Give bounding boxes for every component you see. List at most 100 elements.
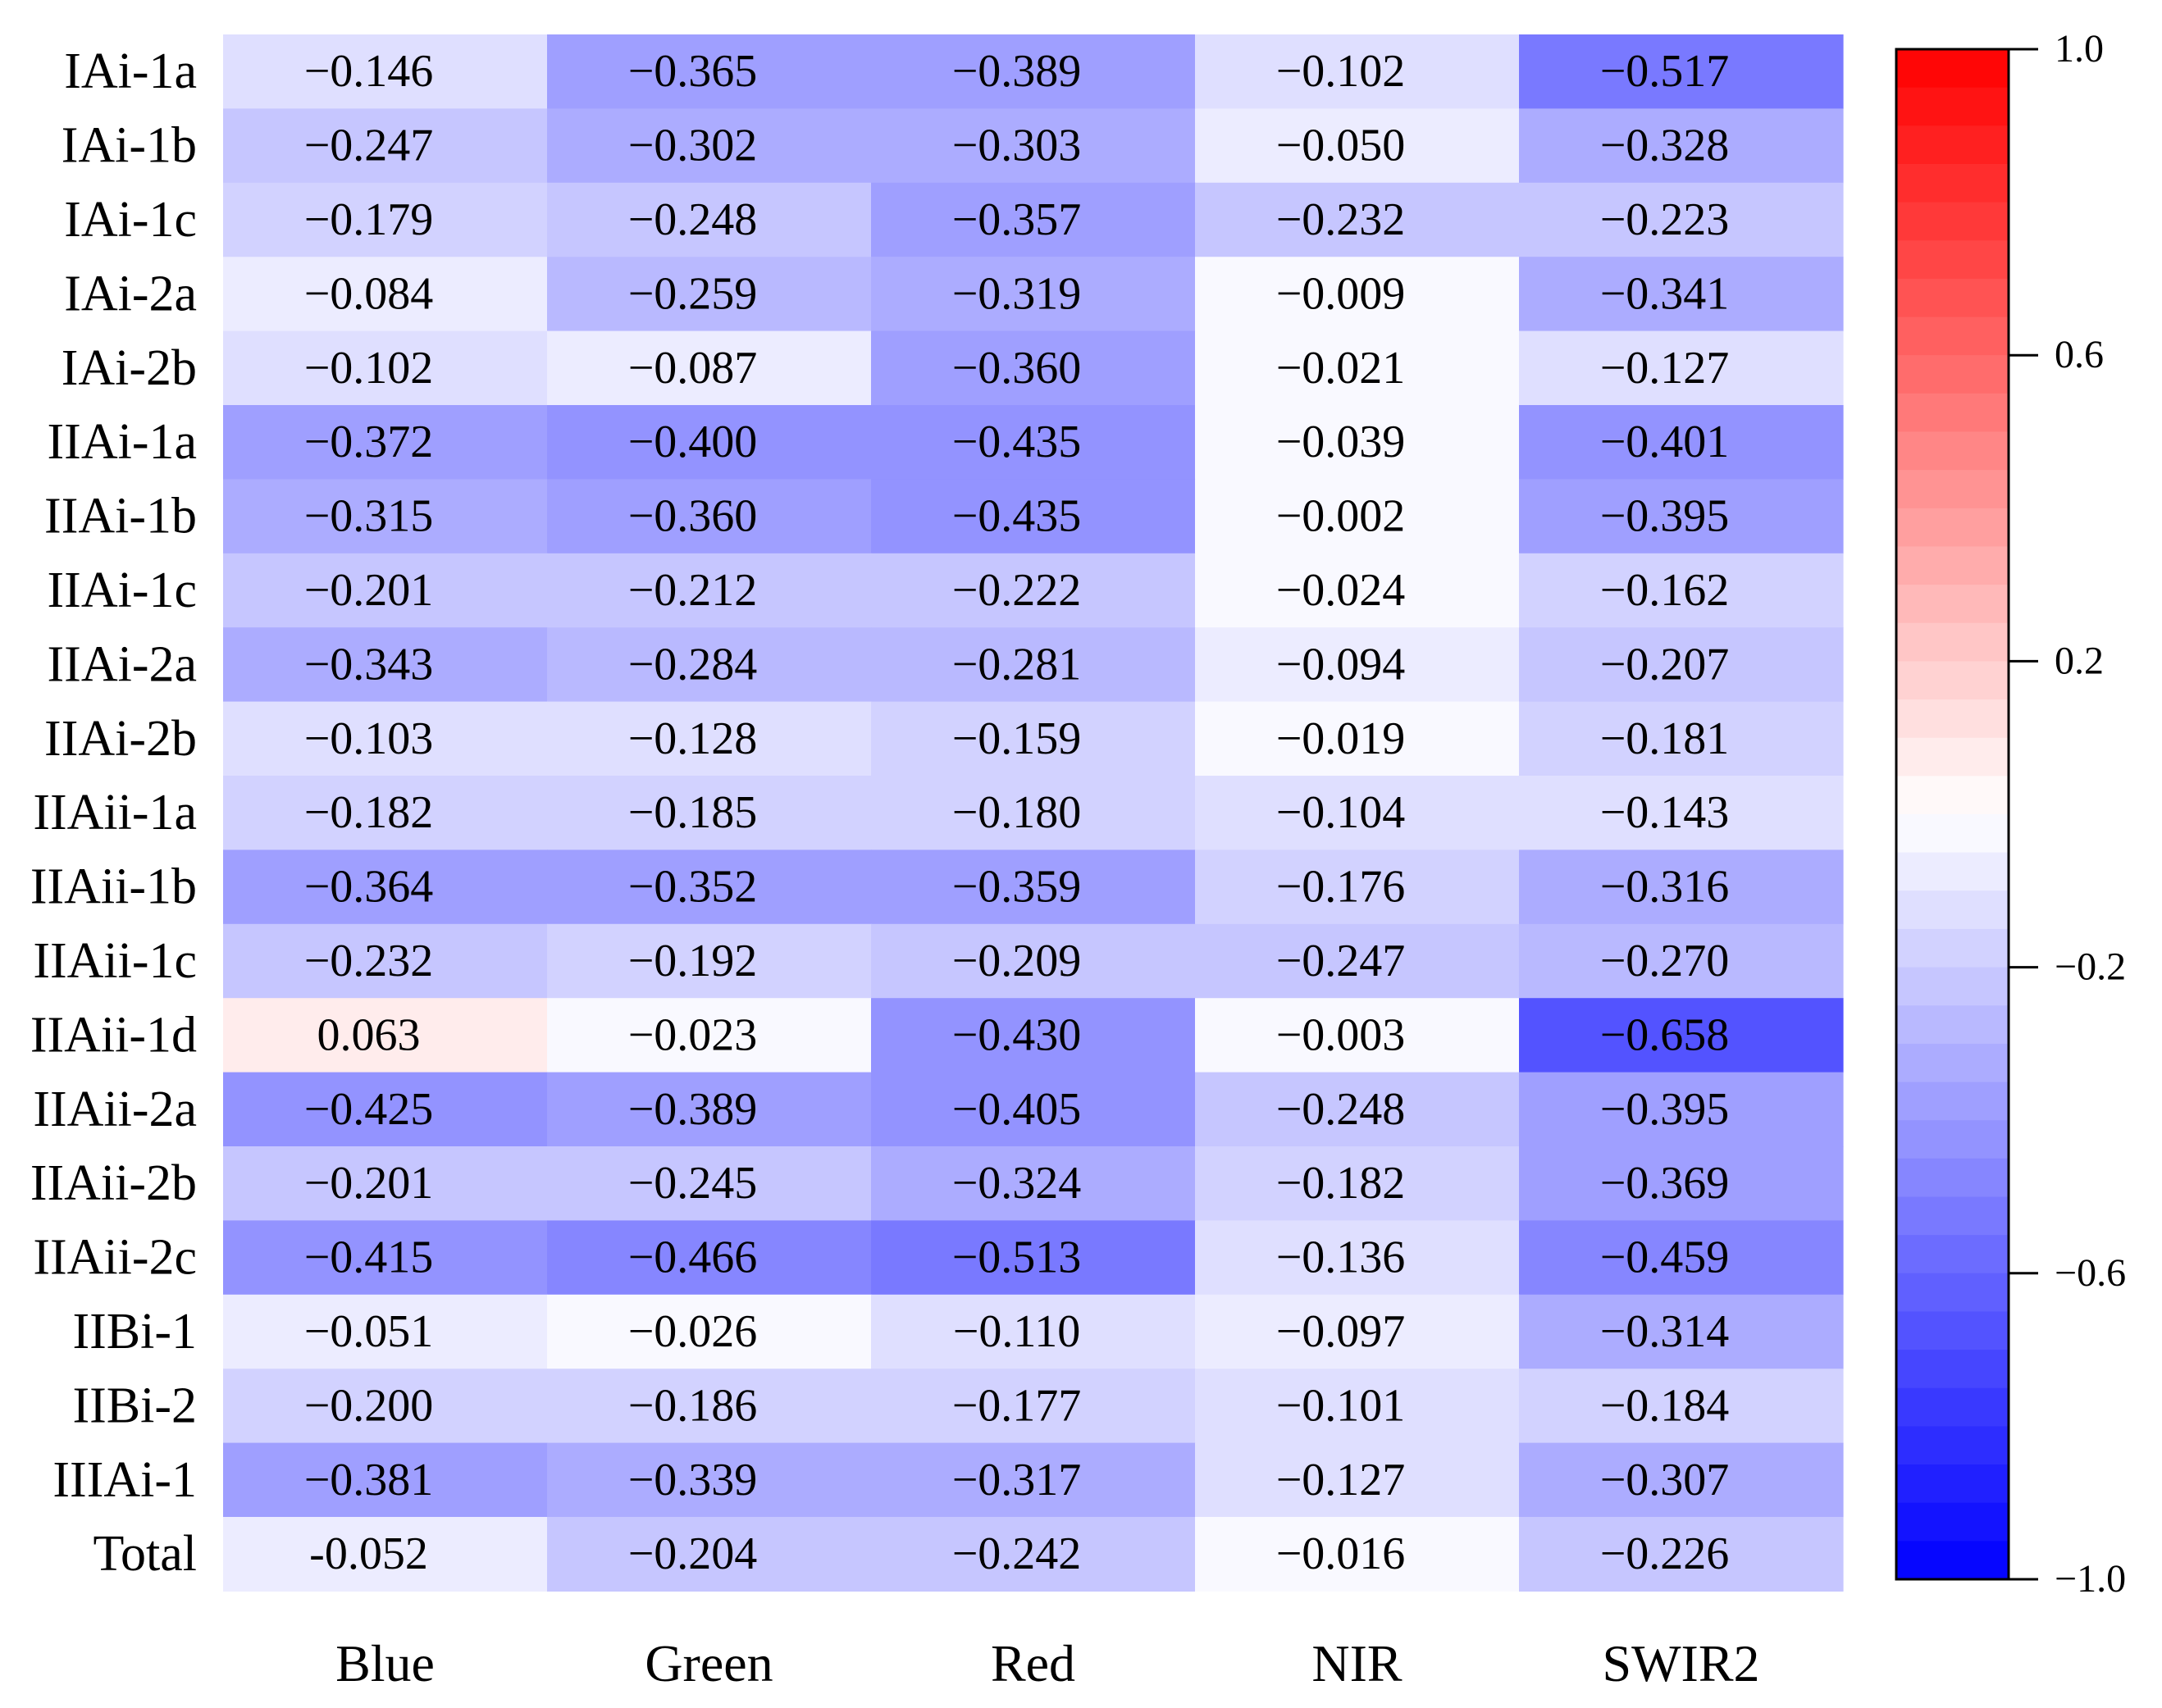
heatmap-cell	[871, 330, 1196, 406]
colorbar-band	[1896, 622, 2009, 662]
cell-value-label: −0.247	[1276, 936, 1406, 986]
colorbar-band	[1896, 431, 2009, 471]
cell-value-label: −0.097	[1276, 1306, 1406, 1357]
cell-value-label: −0.201	[304, 565, 434, 616]
cell-value-label: −0.248	[628, 194, 758, 245]
heatmap-cell	[1195, 257, 1520, 332]
cell-value-label: −0.365	[628, 46, 758, 97]
cell-value-label: −0.212	[628, 565, 758, 616]
colorbar-band	[1896, 1387, 2009, 1427]
heatmap-cell	[871, 1146, 1196, 1221]
heatmap-cell	[547, 701, 872, 777]
heatmap-cell	[1195, 182, 1520, 257]
cell-value-label: −0.281	[952, 639, 1082, 690]
row-label: IIAii-1d	[30, 1007, 197, 1063]
cell-value-label: −0.232	[1276, 194, 1406, 245]
heatmap-cell	[223, 182, 548, 257]
cell-value-label: −0.357	[952, 194, 1082, 245]
cell-value-label: −0.415	[304, 1232, 434, 1283]
cell-value-label: −0.222	[952, 565, 1082, 616]
cell-value-label: −0.259	[628, 268, 758, 319]
heatmap-cell	[1519, 627, 1844, 703]
cell-value-label: −0.389	[628, 1084, 758, 1135]
colorbar-tick-label: −0.2	[2055, 945, 2126, 989]
heatmap-cell	[547, 1442, 872, 1518]
heatmap-cell	[1195, 1442, 1520, 1518]
colorbar-frame	[1895, 48, 2010, 1581]
heatmap-cell	[1519, 923, 1844, 999]
heatmap-cell	[871, 479, 1196, 554]
cell-value-label: −0.192	[628, 936, 758, 986]
heatmap-cell	[1195, 776, 1520, 850]
colorbar-band	[1896, 1005, 2009, 1045]
heatmap-cell	[1519, 1220, 1844, 1296]
cell-value-label: −0.102	[1276, 46, 1406, 97]
cell-value-label: −0.128	[628, 713, 758, 764]
colorbar-tick-label: −0.6	[2055, 1251, 2126, 1295]
heatmap-cell	[223, 1220, 548, 1296]
heatmap-cell	[871, 34, 1196, 109]
row-label: IIAii-2a	[33, 1082, 197, 1137]
heatmap-cell	[871, 923, 1196, 999]
heatmap-cell	[223, 1294, 548, 1369]
cell-value-label: −0.307	[1600, 1455, 1730, 1505]
heatmap-cell	[1195, 1294, 1520, 1369]
cell-value-label: −0.102	[304, 343, 434, 394]
heatmap-cell	[547, 553, 872, 628]
heatmap-cell	[1519, 1146, 1844, 1221]
cell-value-label: −0.207	[1600, 639, 1730, 690]
colorbar-band	[1896, 699, 2009, 739]
heatmap-cell	[1195, 998, 1520, 1073]
cell-value-label: −0.372	[304, 417, 434, 467]
heatmap-cell	[871, 1294, 1196, 1369]
row-label: IAi-1c	[64, 192, 197, 248]
row-label: IAi-2b	[62, 340, 197, 396]
colorbar-band	[1896, 1082, 2009, 1121]
heatmap-cell	[547, 479, 872, 554]
cell-value-label: −0.051	[304, 1306, 434, 1357]
heatmap-cell	[871, 1442, 1196, 1518]
cell-value-label: −0.182	[1276, 1158, 1406, 1209]
heatmap-cell	[1519, 1369, 1844, 1444]
heatmap-cell	[871, 1369, 1196, 1444]
cell-value-label: −0.339	[628, 1455, 758, 1505]
heatmap-cell	[547, 923, 872, 999]
heatmap-cell	[871, 701, 1196, 777]
heatmap-cell	[871, 627, 1196, 703]
heatmap-cell	[1519, 1294, 1844, 1369]
heatmap-cell	[223, 553, 548, 628]
cell-value-label: −0.395	[1600, 491, 1730, 542]
cell-value-label: −0.513	[952, 1232, 1082, 1283]
column-labels: Blue Green Red NIR SWIR2	[335, 1634, 1759, 1692]
cell-value-label: −0.039	[1276, 417, 1406, 467]
cell-value-label: 0.063	[317, 1009, 421, 1060]
row-label: IIAii-1b	[30, 859, 197, 915]
cell-value-labels: −0.146 −0.365 −0.389 −0.102 −0.517 −0.247 −0.3…	[304, 46, 1730, 1579]
cell-value-label: −0.084	[304, 268, 434, 319]
colorbar-tick-label: −1.0	[2055, 1557, 2126, 1601]
heatmap-cell	[1519, 1442, 1844, 1518]
heatmap-cell	[1195, 1220, 1520, 1296]
heatmap-cell	[223, 1369, 548, 1444]
row-label: Total	[93, 1526, 197, 1582]
heatmap-cell	[547, 257, 872, 332]
row-label: IIAii-1c	[33, 933, 197, 989]
colorbar-band	[1896, 1311, 2009, 1350]
colorbar-band	[1896, 1158, 2009, 1198]
cell-value-label: −0.248	[1276, 1084, 1406, 1135]
cell-value-label: −0.201	[304, 1158, 434, 1209]
cell-value-label: −0.087	[628, 343, 758, 394]
colorbar-band	[1896, 508, 2009, 548]
column-label: Blue	[335, 1634, 435, 1692]
cell-value-label: −0.184	[1600, 1380, 1730, 1431]
cell-value-label: −0.101	[1276, 1380, 1406, 1431]
cell-value-label: −0.270	[1600, 936, 1730, 986]
heatmap-cell	[1195, 108, 1520, 184]
colorbar-band	[1896, 393, 2009, 433]
heatmap-cell	[1195, 405, 1520, 480]
colorbar-band	[1896, 240, 2009, 280]
colorbar-band	[1896, 1196, 2009, 1236]
heatmap-cell	[871, 849, 1196, 925]
heatmap-cell	[1195, 849, 1520, 925]
cell-value-label: −0.026	[628, 1306, 758, 1357]
